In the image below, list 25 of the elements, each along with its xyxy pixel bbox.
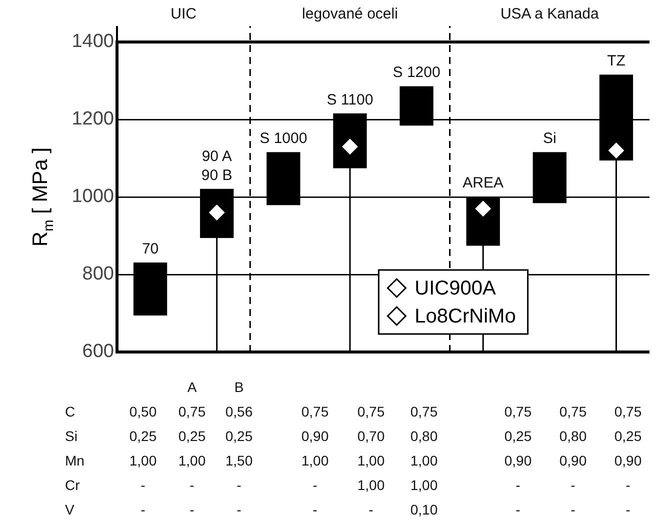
y-axis-title: Rm [ MPa ]: [29, 147, 56, 247]
text: legované oceli: [302, 6, 398, 23]
annotation: S 1000: [260, 130, 308, 148]
y-tick-label: 1200: [72, 108, 114, 130]
text: USA a Kanada: [500, 6, 600, 23]
annotation: AREA: [462, 174, 504, 192]
text: UIC: [170, 6, 197, 23]
legend-label: Lo8CrNiMo: [414, 306, 516, 328]
y-tick-label: 800: [82, 264, 114, 285]
annotation: 90 A 90 B: [201, 148, 232, 184]
text: Si 0,25 0,25 0,25 0,90 0,70 0,80 0,25 0,80 0,25: [65, 428, 642, 444]
text: C 0,50 0,75 0,56 0,75 0,75 0,75 0,75 0,75 0,75: [65, 403, 642, 420]
text: Mn 1,00 1,00 1,50 1,00 1,00 1,00 0,90 0,90 0,90: [65, 452, 642, 468]
legend-label: UIC900A: [414, 278, 496, 300]
annotation: TZ: [607, 52, 626, 70]
text: A B: [187, 378, 244, 395]
y-tick-label: 1000: [72, 186, 114, 208]
annotation: 70: [142, 240, 159, 258]
y-tick-label: 1400: [72, 31, 114, 52]
annotation: S 1100: [326, 91, 374, 108]
text: Cr - - - - 1,00 1,00 - - -: [65, 476, 630, 493]
annotation: S 1200: [392, 64, 440, 82]
annotation: Si: [542, 130, 556, 148]
y-tick-label: 600: [82, 341, 114, 362]
text: V - - - - - 0,10 - - -: [65, 501, 630, 518]
